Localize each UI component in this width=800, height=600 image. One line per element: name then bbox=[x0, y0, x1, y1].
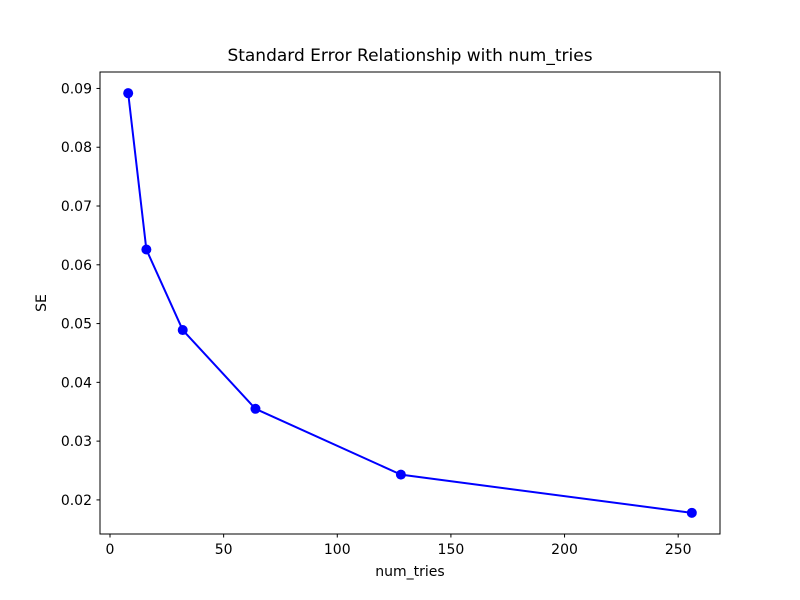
x-tick-label: 0 bbox=[106, 542, 115, 558]
y-axis: 0.02 0.03 0.04 0.05 0.06 0.07 0.08 0.09 bbox=[61, 81, 100, 509]
x-tick-label: 250 bbox=[665, 542, 692, 558]
x-axis: 0 50 100 150 200 250 bbox=[106, 534, 692, 558]
y-tick-label: 0.07 bbox=[61, 199, 92, 215]
data-point-marker bbox=[250, 403, 261, 414]
x-axis-label: num_tries bbox=[375, 564, 444, 580]
data-point-marker bbox=[177, 325, 188, 336]
data-point-marker bbox=[123, 88, 134, 99]
series-line bbox=[127, 93, 692, 514]
x-tick-label: 200 bbox=[551, 542, 578, 558]
chart-title: Standard Error Relationship with num_tri… bbox=[227, 46, 592, 66]
data-point-marker bbox=[395, 469, 406, 480]
y-axis-label: SE bbox=[34, 294, 50, 312]
y-tick-label: 0.06 bbox=[61, 258, 92, 274]
y-tick-label: 0.04 bbox=[61, 375, 92, 391]
y-tick-label: 0.08 bbox=[61, 140, 92, 156]
plot-area bbox=[99, 71, 721, 535]
y-tick-label: 0.03 bbox=[61, 434, 92, 450]
data-point-marker bbox=[141, 244, 152, 255]
y-tick-label: 0.02 bbox=[61, 493, 92, 509]
x-tick-label: 100 bbox=[324, 542, 351, 558]
x-tick-label: 50 bbox=[215, 542, 233, 558]
data-point-marker bbox=[686, 507, 697, 518]
y-tick-label: 0.05 bbox=[61, 317, 92, 333]
data-points bbox=[123, 88, 697, 518]
x-tick-label: 150 bbox=[438, 542, 465, 558]
y-tick-label: 0.09 bbox=[61, 81, 92, 97]
